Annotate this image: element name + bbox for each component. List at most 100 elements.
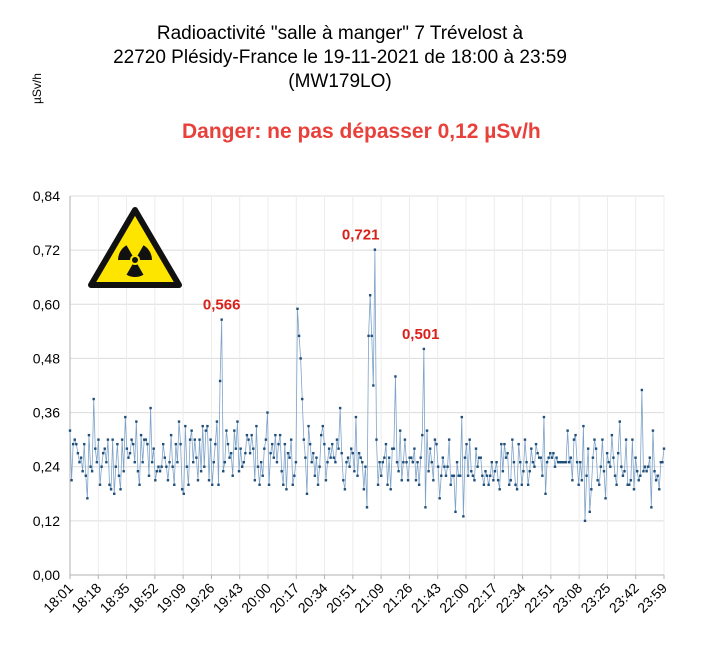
data-point <box>149 406 152 410</box>
data-point <box>334 461 337 464</box>
data-point <box>323 442 326 446</box>
data-point <box>659 461 663 464</box>
data-point <box>583 519 587 523</box>
data-point <box>318 465 321 468</box>
data-point <box>417 483 421 486</box>
x-tick-label: 20:00 <box>238 580 274 616</box>
data-point <box>146 442 149 446</box>
data-point <box>212 461 215 464</box>
data-point <box>613 474 617 477</box>
peak-label: 0,501 <box>402 326 440 343</box>
x-tick-label: 20:34 <box>295 580 331 616</box>
data-point <box>210 483 214 486</box>
data-point <box>624 438 628 441</box>
data-point <box>643 465 647 468</box>
data-point <box>410 456 413 459</box>
data-point <box>443 465 446 468</box>
data-point <box>201 424 204 428</box>
data-point <box>507 483 511 486</box>
data-point <box>68 429 72 432</box>
data-point <box>242 461 245 464</box>
data-point <box>259 461 263 464</box>
data-point <box>523 438 527 441</box>
chart-title: Radioactivité "salle à manger" 7 Trévelo… <box>60 22 620 94</box>
data-point <box>305 492 309 495</box>
data-point <box>275 461 279 464</box>
data-point <box>166 479 170 482</box>
data-point <box>237 470 241 473</box>
data-point <box>452 474 456 477</box>
data-point <box>466 474 470 477</box>
data-point <box>76 451 80 455</box>
data-point <box>561 461 565 464</box>
data-point <box>297 334 301 338</box>
data-point <box>319 433 323 437</box>
data-point <box>233 429 236 432</box>
data-point <box>639 474 642 477</box>
data-point <box>209 438 212 441</box>
data-point <box>590 488 593 491</box>
data-point <box>272 456 275 459</box>
data-point <box>621 474 625 477</box>
data-point <box>383 456 386 459</box>
x-tick-label: 22:51 <box>521 580 557 616</box>
data-point <box>155 470 159 473</box>
data-point <box>536 451 539 455</box>
data-point <box>283 442 287 446</box>
data-point <box>525 461 528 464</box>
data-point <box>182 492 185 495</box>
data-point <box>601 438 604 441</box>
data-point <box>97 438 100 441</box>
data-point <box>575 461 579 464</box>
data-point <box>433 438 437 441</box>
data-point <box>618 420 621 423</box>
data-point <box>340 451 343 455</box>
data-point <box>263 447 266 450</box>
data-point <box>338 406 342 410</box>
data-point <box>193 438 196 441</box>
data-point <box>632 488 636 491</box>
x-tick-label: 19:26 <box>181 580 217 616</box>
data-point <box>526 483 530 486</box>
data-point <box>411 461 415 464</box>
data-point <box>610 433 614 437</box>
data-point <box>122 470 125 473</box>
data-point <box>331 442 334 446</box>
data-point <box>416 461 419 464</box>
data-point <box>79 456 83 459</box>
data-point <box>402 461 405 464</box>
data-point <box>380 474 383 477</box>
x-tick-label: 19:09 <box>153 580 189 616</box>
data-point <box>550 456 554 459</box>
data-point <box>462 515 465 518</box>
data-point <box>582 424 585 428</box>
series-line <box>69 249 665 521</box>
x-tick-labels: 18:0118:1818:3518:5219:0919:2619:4320:00… <box>40 580 670 616</box>
data-point <box>547 456 550 459</box>
data-point <box>593 438 596 441</box>
data-point <box>372 384 375 387</box>
data-point <box>87 433 91 437</box>
data-point <box>424 506 427 509</box>
data-point <box>244 451 247 455</box>
data-point <box>496 479 500 482</box>
data-point <box>656 474 659 477</box>
data-point <box>658 488 661 491</box>
data-point <box>560 461 563 464</box>
data-point <box>648 456 651 459</box>
data-point <box>245 433 249 437</box>
data-point <box>468 438 471 441</box>
data-point <box>248 451 252 455</box>
data-point <box>111 438 114 441</box>
data-point <box>105 461 108 464</box>
data-point <box>556 461 560 464</box>
data-point <box>504 456 508 459</box>
x-tick-label: 18:35 <box>97 580 133 616</box>
data-point <box>511 438 514 441</box>
data-point <box>473 479 476 482</box>
data-point <box>538 456 541 459</box>
data-point <box>70 479 73 482</box>
x-tick-label: 22:17 <box>464 580 500 616</box>
data-point <box>489 474 492 477</box>
